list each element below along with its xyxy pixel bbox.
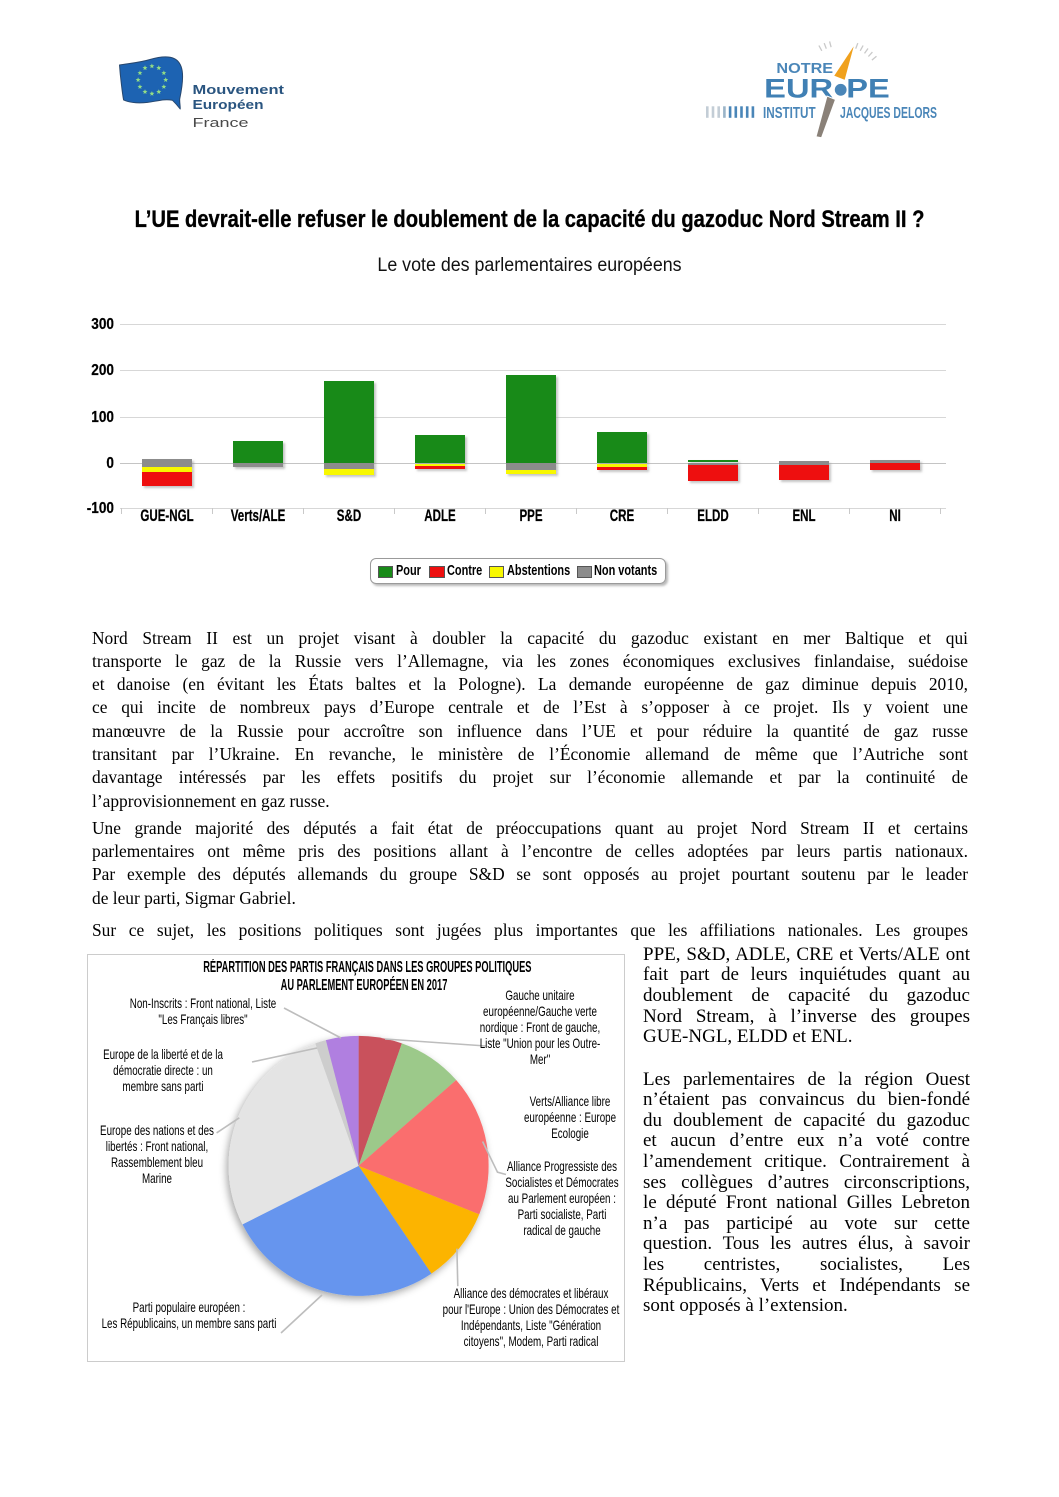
- svg-text:France: France: [193, 116, 249, 130]
- svg-text:Mouvement: Mouvement: [193, 82, 285, 97]
- svg-text:NOTRE: NOTRE: [776, 61, 833, 77]
- svg-text:Européen: Européen: [193, 97, 264, 112]
- svg-text:INSTITUT: INSTITUT: [763, 105, 816, 122]
- svg-text:PE: PE: [846, 73, 890, 103]
- svg-text:JACQUES DELORS: JACQUES DELORS: [840, 105, 937, 122]
- svg-text:EUR: EUR: [764, 73, 833, 103]
